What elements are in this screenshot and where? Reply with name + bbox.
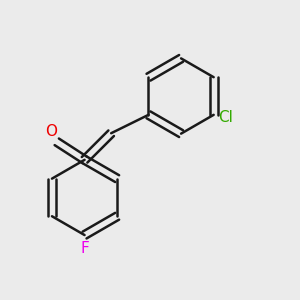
Text: F: F — [80, 241, 89, 256]
Text: Cl: Cl — [219, 110, 233, 125]
Text: O: O — [45, 124, 57, 139]
